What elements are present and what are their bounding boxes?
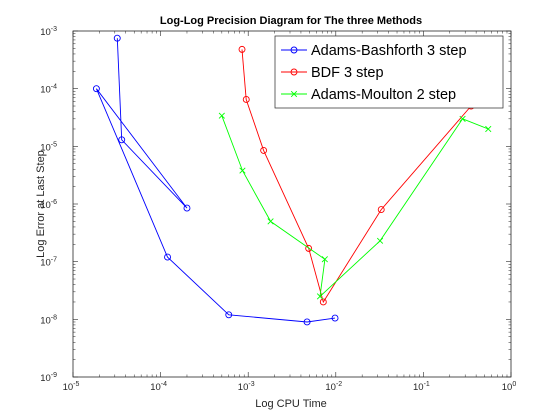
y-axis-label: Log Error at Last Step [35, 150, 47, 258]
chart-title: Log-Log Precision Diagram for The three … [160, 15, 422, 27]
x-tick-label: 10-1 [413, 381, 430, 393]
data-point [303, 318, 311, 326]
series-line [95, 38, 336, 323]
data-point [260, 146, 268, 154]
legend-item: BDF 3 step [281, 65, 384, 81]
data-point [164, 253, 171, 261]
x-tick-label: 10-5 [63, 381, 80, 393]
data-point [485, 125, 492, 133]
data-point [331, 314, 339, 322]
y-tick-label: 10-4 [40, 84, 57, 96]
legend-label: Adams-Bashforth 3 step [311, 43, 467, 59]
data-point [183, 204, 191, 212]
legend-swatch-marker [290, 68, 298, 76]
data-point [319, 298, 327, 306]
data-point [321, 256, 328, 263]
y-tick-label: 10-9 [40, 372, 57, 384]
data-point [238, 45, 246, 53]
data-point [113, 34, 121, 42]
series-line [221, 115, 489, 298]
data-point [92, 85, 100, 93]
legend-swatch-marker [290, 90, 298, 98]
y-tick-label: 10-3 [40, 26, 57, 38]
y-tick-label: 10-8 [40, 314, 57, 326]
data-point [225, 311, 233, 319]
y-tick-label: 10-6 [40, 199, 57, 211]
data-point [242, 96, 250, 103]
y-tick-label: 10-7 [40, 257, 57, 269]
x-tick-label: 10-2 [325, 381, 342, 393]
x-tick-label: 10-4 [150, 381, 167, 393]
axes-box [72, 30, 512, 378]
legend-label: BDF 3 step [311, 65, 384, 81]
legend: Adams-Bashforth 3 step BDF 3 step Adams-Mo… [274, 35, 504, 109]
legend-item: Adams-Bashforth 3 step [281, 43, 467, 59]
data-point [267, 218, 274, 225]
x-axis-label: Log CPU Time [255, 398, 327, 410]
data-point [376, 237, 384, 244]
legend-label: Adams-Moulton 2 step [311, 87, 456, 103]
data-point [316, 293, 324, 300]
data-point [377, 206, 385, 214]
series-3 [218, 112, 492, 300]
y-tick-label: 10-5 [40, 141, 57, 153]
data-point [459, 115, 466, 122]
data-point [239, 167, 246, 174]
x-tick-label: 10-3 [238, 381, 255, 393]
data-point [305, 244, 313, 252]
x-tick-label: 100 [502, 381, 517, 393]
legend-box [274, 35, 504, 109]
legend-swatch-marker [290, 46, 298, 54]
minor-ticks [73, 31, 511, 377]
series-1 [92, 34, 339, 326]
legend-item: Adams-Moulton 2 step [281, 87, 456, 103]
data-point [218, 112, 225, 119]
data-point [118, 136, 126, 144]
